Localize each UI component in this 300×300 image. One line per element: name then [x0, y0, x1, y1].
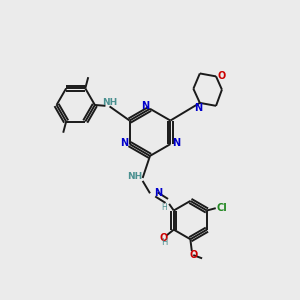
Text: N: N: [172, 138, 180, 148]
Text: O: O: [160, 233, 168, 243]
Text: H: H: [161, 203, 167, 212]
Text: NH: NH: [103, 98, 118, 107]
Text: H: H: [161, 238, 167, 247]
Text: O: O: [189, 250, 197, 260]
Text: N: N: [120, 138, 128, 148]
Text: O: O: [217, 71, 226, 81]
Text: N: N: [194, 103, 202, 113]
Text: N: N: [141, 101, 149, 111]
Text: N: N: [154, 188, 162, 198]
Text: Cl: Cl: [216, 203, 227, 213]
Text: NH: NH: [127, 172, 142, 181]
